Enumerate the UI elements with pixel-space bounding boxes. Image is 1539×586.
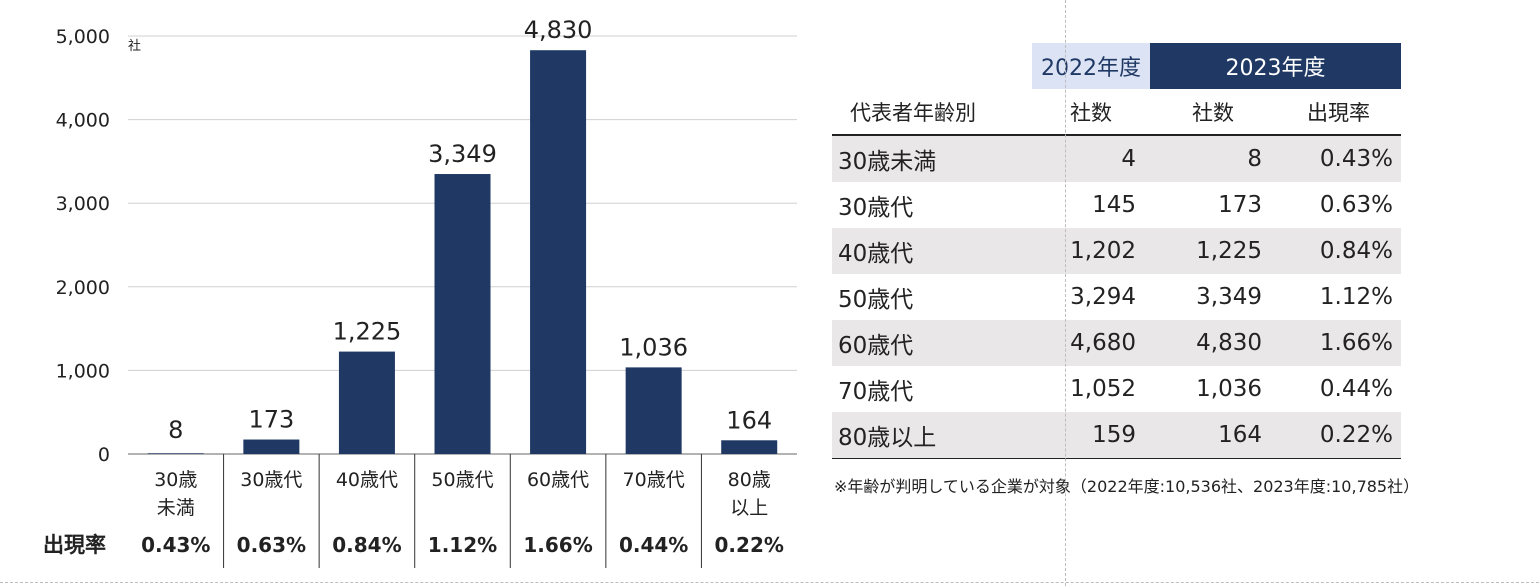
x-tick-label: 40歳代 xyxy=(336,469,398,491)
rate-value: 0.63% xyxy=(237,533,306,557)
cell-age: 30歳未満 xyxy=(832,135,1032,182)
x-tick-label: 80歳 xyxy=(728,469,771,491)
x-tick-label: 70歳代 xyxy=(623,469,685,491)
data-label: 164 xyxy=(726,406,772,434)
header-year-2023: 2023年度 xyxy=(1150,43,1401,89)
cell-age: 50歳代 xyxy=(838,287,914,313)
footnote: ※年齢が判明している企業が対象（2022年度:10,536社、2023年度:10… xyxy=(834,477,1420,496)
x-tick-label: 60歳代 xyxy=(527,469,589,491)
cell-age: 30歳代 xyxy=(838,195,914,221)
y-unit-label: 社 xyxy=(128,38,141,54)
x-tick-label: 50歳代 xyxy=(431,469,493,491)
rate-value: 1.66% xyxy=(523,533,592,557)
header-count-2023: 社数 xyxy=(1150,89,1276,136)
y-tick-label: 0 xyxy=(98,444,110,466)
y-tick-label: 3,000 xyxy=(56,193,110,215)
cell-count-2022: 1,202 xyxy=(1032,228,1150,274)
table-row: 70歳代 1,052 1,036 0.44% xyxy=(832,366,1401,412)
bar-chart: 0 1,000 2,000 3,000 4,000 5,000 社 8 30歳未満 0.43% 17… xyxy=(43,16,797,568)
y-tick-label: 2,000 xyxy=(56,277,110,299)
data-label: 1,036 xyxy=(619,333,688,361)
cell-rate: 1.12% xyxy=(1319,284,1393,310)
bar xyxy=(338,351,395,454)
bar xyxy=(147,453,204,454)
cell-rate: 0.43% xyxy=(1276,135,1401,182)
data-label: 3,349 xyxy=(428,140,497,168)
cell-age: 40歳代 xyxy=(832,228,1032,274)
y-tick-label: 4,000 xyxy=(56,110,110,132)
table-row: 30歳未満 4 8 0.43% xyxy=(832,135,1401,182)
cell-count-2023: 1,036 xyxy=(1196,376,1262,402)
horizontal-guide-line xyxy=(0,582,1539,583)
vertical-guide-line xyxy=(1065,0,1066,586)
cell-count-2023: 173 xyxy=(1218,192,1262,218)
rate-value: 1.12% xyxy=(428,533,497,557)
bar xyxy=(625,367,682,454)
cell-count-2022: 145 xyxy=(1092,192,1136,218)
cell-count-2022: 4,680 xyxy=(1032,320,1150,366)
rate-value: 0.43% xyxy=(141,533,210,557)
header-rate: 出現率 xyxy=(1276,89,1401,136)
data-label: 8 xyxy=(168,416,183,444)
bar xyxy=(243,439,300,454)
y-tick-label: 1,000 xyxy=(56,360,110,382)
rate-value: 0.22% xyxy=(715,533,784,557)
cell-count-2022: 4 xyxy=(1032,135,1150,182)
cell-count-2023: 4,830 xyxy=(1150,320,1276,366)
cell-count-2023: 3,349 xyxy=(1196,284,1262,310)
rate-value: 0.84% xyxy=(332,533,401,557)
cell-count-2022: 3,294 xyxy=(1070,284,1136,310)
cell-rate: 0.84% xyxy=(1276,228,1401,274)
bar xyxy=(721,440,778,454)
header-age: 代表者年齢別 xyxy=(832,89,1032,136)
cell-count-2023: 8 xyxy=(1150,135,1276,182)
data-label: 173 xyxy=(248,406,294,434)
table-row: 80歳以上 159 164 0.22% xyxy=(832,412,1401,459)
y-tick-label: 5,000 xyxy=(56,26,110,48)
bar xyxy=(530,50,587,454)
x-tick-label: 未満 xyxy=(157,497,195,519)
cell-rate: 0.22% xyxy=(1276,412,1401,459)
x-tick-label: 30歳 xyxy=(154,469,197,491)
age-table: 2022年度 2023年度 代表者年齢別 社数 社数 出現率 30歳未満 4 8… xyxy=(832,43,1401,459)
data-label: 1,225 xyxy=(333,318,402,346)
x-tick-label: 以上 xyxy=(730,497,768,519)
cell-age: 60歳代 xyxy=(832,320,1032,366)
cell-count-2022: 159 xyxy=(1032,412,1150,459)
cell-count-2022: 1,052 xyxy=(1070,376,1136,402)
table-row: 30歳代 145 173 0.63% xyxy=(832,182,1401,228)
cell-rate: 1.66% xyxy=(1276,320,1401,366)
cell-age: 70歳代 xyxy=(838,379,914,405)
cell-rate: 0.63% xyxy=(1319,192,1393,218)
x-tick-label: 30歳代 xyxy=(240,469,302,491)
rate-value: 0.44% xyxy=(619,533,688,557)
cell-count-2023: 164 xyxy=(1150,412,1276,459)
header-empty-cell xyxy=(832,43,1032,89)
rate-row-title: 出現率 xyxy=(43,533,106,557)
data-label: 4,830 xyxy=(524,16,593,44)
table-row: 50歳代 3,294 3,349 1.12% xyxy=(832,274,1401,320)
cell-age: 80歳以上 xyxy=(832,412,1032,459)
header-count-2022: 社数 xyxy=(1032,89,1150,136)
header-year-2022: 2022年度 xyxy=(1032,43,1150,89)
cell-count-2023: 1,225 xyxy=(1150,228,1276,274)
bar xyxy=(434,174,491,454)
table-row: 40歳代 1,202 1,225 0.84% xyxy=(832,228,1401,274)
cell-rate: 0.44% xyxy=(1319,376,1393,402)
table-row: 60歳代 4,680 4,830 1.66% xyxy=(832,320,1401,366)
age-table-container: 2022年度 2023年度 代表者年齢別 社数 社数 出現率 30歳未満 4 8… xyxy=(832,43,1401,459)
